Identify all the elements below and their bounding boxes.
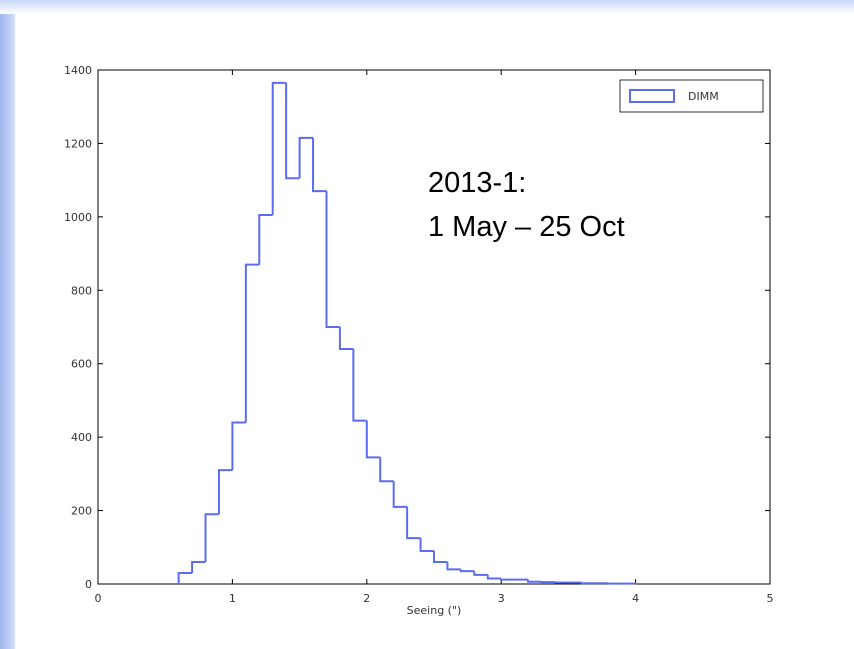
histogram-step: [486, 574, 502, 580]
annotation: 2013-1:: [428, 167, 526, 199]
histogram-step: [217, 469, 233, 515]
histogram-step: [406, 506, 421, 540]
x-tick-label: 4: [632, 592, 639, 605]
histogram-step: [580, 582, 596, 585]
y-tick-label: 1400: [64, 64, 92, 77]
y-tick-label: 1200: [64, 137, 92, 150]
histogram-step: [325, 191, 340, 328]
histogram-step: [258, 214, 273, 265]
content-panel: [16, 14, 854, 640]
histogram-step: [298, 136, 314, 179]
annotation: 1 May – 25 Oct: [428, 211, 625, 243]
histogram-step: [352, 349, 367, 422]
histogram-step: [312, 137, 327, 193]
background-fade: [0, 0, 854, 14]
legend-label: DIMM: [688, 90, 719, 103]
y-tick-label: 1000: [64, 211, 92, 224]
histogram-step: [191, 560, 206, 573]
histogram-step: [204, 513, 219, 562]
y-tick-label: 600: [71, 358, 92, 371]
histogram-step: [177, 571, 193, 584]
histogram-step: [231, 421, 246, 471]
plot-frame: [97, 69, 771, 585]
histogram-step: [338, 327, 354, 351]
x-tick-label: 5: [767, 592, 774, 605]
histogram-step: [244, 263, 260, 423]
histogram-step: [527, 579, 542, 583]
x-tick-label: 0: [95, 592, 102, 605]
x-tick-label: 2: [363, 592, 370, 605]
y-tick-label: 800: [71, 284, 92, 297]
legend-swatch: [629, 89, 675, 103]
histogram-step: [392, 481, 408, 508]
histogram-step: [285, 82, 300, 180]
histogram-step: [446, 561, 461, 571]
histogram-step: [419, 538, 434, 552]
legend-box: [619, 79, 764, 113]
histogram-step: [459, 569, 475, 573]
histogram-step: [379, 457, 394, 483]
x-tick-label: 3: [498, 592, 505, 605]
histogram-step: [473, 571, 488, 576]
y-tick-label: 0: [85, 578, 92, 591]
x-axis-label: Seeing ("): [407, 604, 462, 617]
histogram-step: [365, 420, 381, 459]
y-tick-label: 400: [71, 431, 92, 444]
histogram-step: [271, 81, 287, 216]
y-tick-label: 200: [71, 505, 92, 518]
x-tick-label: 1: [229, 592, 236, 605]
histogram-step: [500, 578, 515, 581]
histogram-step: [433, 550, 448, 563]
